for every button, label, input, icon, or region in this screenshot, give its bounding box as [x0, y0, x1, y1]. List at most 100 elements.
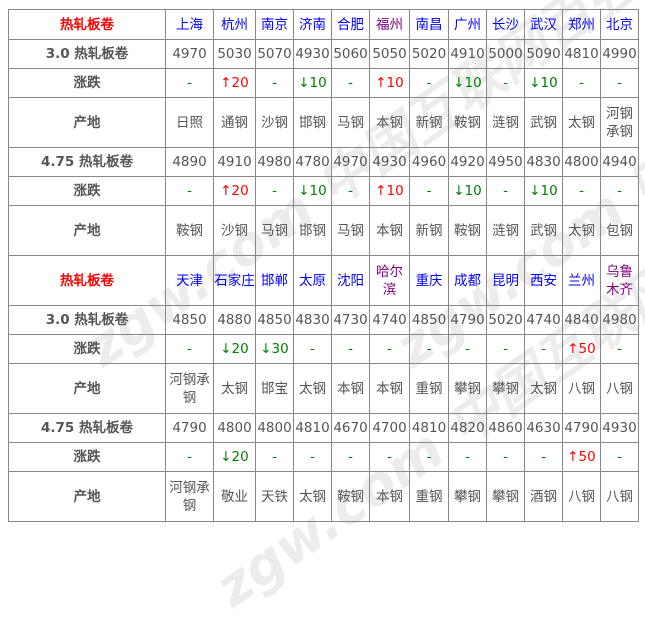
price-cell: 4820: [448, 413, 487, 443]
change-row: 涨跌 - ↓20 ↓30- - - - - - - ↑50-: [8, 334, 639, 364]
price-cell: 4940: [600, 147, 639, 177]
city-link[interactable]: 上海: [165, 9, 214, 40]
city-link[interactable]: 北京: [600, 9, 639, 40]
change-cell: -: [562, 176, 601, 206]
origin-cell: 天铁: [255, 471, 294, 522]
price-cell: 4790: [562, 413, 601, 443]
origin-cell: 酒钢: [524, 471, 563, 522]
origin-cell: 武钢: [524, 205, 563, 256]
origin-cell: 邯钢: [293, 97, 332, 148]
change-cell: ↓10: [448, 68, 487, 98]
price-cell: 4910: [448, 39, 487, 69]
change-cell: ↓30: [255, 334, 294, 364]
origin-cell: 太钢: [213, 363, 256, 414]
city-link[interactable]: 重庆: [409, 255, 449, 306]
price-cell: 4700: [369, 413, 410, 443]
city-link[interactable]: 武汉: [524, 9, 563, 40]
change-cell: -: [165, 334, 214, 364]
price-cell: 4800: [255, 413, 294, 443]
price-cell: 4830: [524, 147, 563, 177]
origin-cell: 攀钢: [486, 363, 525, 414]
origin-cell: 日照: [165, 97, 214, 148]
origin-cell: 太钢: [524, 363, 563, 414]
city-link[interactable]: 广州: [448, 9, 487, 40]
city-link[interactable]: 天津: [165, 255, 214, 306]
product-header-label: 热轧板卷: [8, 255, 166, 306]
change-cell: -: [486, 334, 525, 364]
change-cell: -: [600, 68, 639, 98]
change-cell: ↑20: [213, 68, 256, 98]
city-link[interactable]: 乌鲁木齐: [600, 255, 639, 306]
city-link[interactable]: 太原: [293, 255, 332, 306]
price-cell: 5060: [331, 39, 370, 69]
price-cell: 4810: [409, 413, 449, 443]
price-cell: 4740: [369, 305, 410, 335]
origin-cell: 通钢: [213, 97, 256, 148]
price-cell: 4830: [293, 305, 332, 335]
row-label: 涨跌: [8, 68, 166, 98]
change-cell: ↓10: [524, 68, 563, 98]
city-link[interactable]: 南京: [255, 9, 294, 40]
price-cell: 5030: [213, 39, 256, 69]
city-link[interactable]: 兰州: [562, 255, 601, 306]
origin-cell: 包钢: [600, 205, 639, 256]
change-cell: -: [562, 68, 601, 98]
price-cell: 5000: [486, 39, 525, 69]
city-header-row: 热轧板卷 上海 杭州 南京 济南 合肥 福州 南昌 广州 长沙 武汉 郑州 北京: [8, 9, 639, 40]
city-link[interactable]: 哈尔滨: [369, 255, 410, 306]
price-cell: 4910: [213, 147, 256, 177]
origin-cell: 本钢: [369, 205, 410, 256]
origin-cell: 马钢: [331, 97, 370, 148]
change-cell: -: [409, 442, 449, 472]
row-label: 产地: [8, 97, 166, 148]
row-label: 涨跌: [8, 334, 166, 364]
origin-cell: 太钢: [562, 97, 601, 148]
change-cell: -: [448, 334, 487, 364]
origin-cell: 新钢: [409, 205, 449, 256]
price-cell: 4970: [165, 39, 214, 69]
change-cell: ↓10: [293, 68, 332, 98]
change-cell: -: [409, 334, 449, 364]
change-cell: -: [165, 442, 214, 472]
price-cell: 4880: [213, 305, 256, 335]
city-link[interactable]: 昆明: [486, 255, 525, 306]
origin-cell: 鞍钢: [448, 97, 487, 148]
origin-cell: 太钢: [293, 363, 332, 414]
price-cell: 4850: [165, 305, 214, 335]
city-link[interactable]: 济南: [293, 9, 332, 40]
city-link[interactable]: 成都: [448, 255, 487, 306]
origin-cell: 敬业: [213, 471, 256, 522]
price-cell: 4800: [213, 413, 256, 443]
origin-cell: 鞍钢: [331, 471, 370, 522]
change-cell: -: [331, 334, 370, 364]
row-label: 3.0 热轧板卷: [8, 39, 166, 69]
origin-cell: 重钢: [409, 363, 449, 414]
city-link[interactable]: 福州: [369, 9, 410, 40]
city-link[interactable]: 合肥: [331, 9, 370, 40]
origin-cell: 新钢: [409, 97, 449, 148]
price-cell: 4950: [486, 147, 525, 177]
change-cell: ↓10: [448, 176, 487, 206]
city-link[interactable]: 长沙: [486, 9, 525, 40]
city-link[interactable]: 西安: [524, 255, 563, 306]
change-cell: -: [486, 442, 525, 472]
price-row: 3.0 热轧板卷 4850 4880 4850 4830 4730 4740 4850 4790…: [8, 305, 639, 335]
price-cell: 4740: [524, 305, 563, 335]
city-link[interactable]: 石家庄: [213, 255, 256, 306]
price-cell: 4790: [448, 305, 487, 335]
change-cell: -: [486, 176, 525, 206]
change-cell: -: [255, 68, 294, 98]
city-link[interactable]: 沈阳: [331, 255, 370, 306]
price-cell: 5090: [524, 39, 563, 69]
change-cell: ↑20: [213, 176, 256, 206]
origin-cell: 攀钢: [448, 363, 487, 414]
city-link[interactable]: 邯郸: [255, 255, 294, 306]
row-label: 产地: [8, 205, 166, 256]
origin-row: 产地 河钢承钢 太钢 邯宝 太钢 本钢 本钢 重钢 攀钢 攀钢 太钢 八钢 八钢: [8, 363, 639, 414]
origin-cell: 八钢: [562, 471, 601, 522]
city-link[interactable]: 南昌: [409, 9, 449, 40]
change-cell: ↓20: [213, 442, 256, 472]
city-link[interactable]: 郑州: [562, 9, 601, 40]
city-link[interactable]: 杭州: [213, 9, 256, 40]
price-cell: 5020: [486, 305, 525, 335]
